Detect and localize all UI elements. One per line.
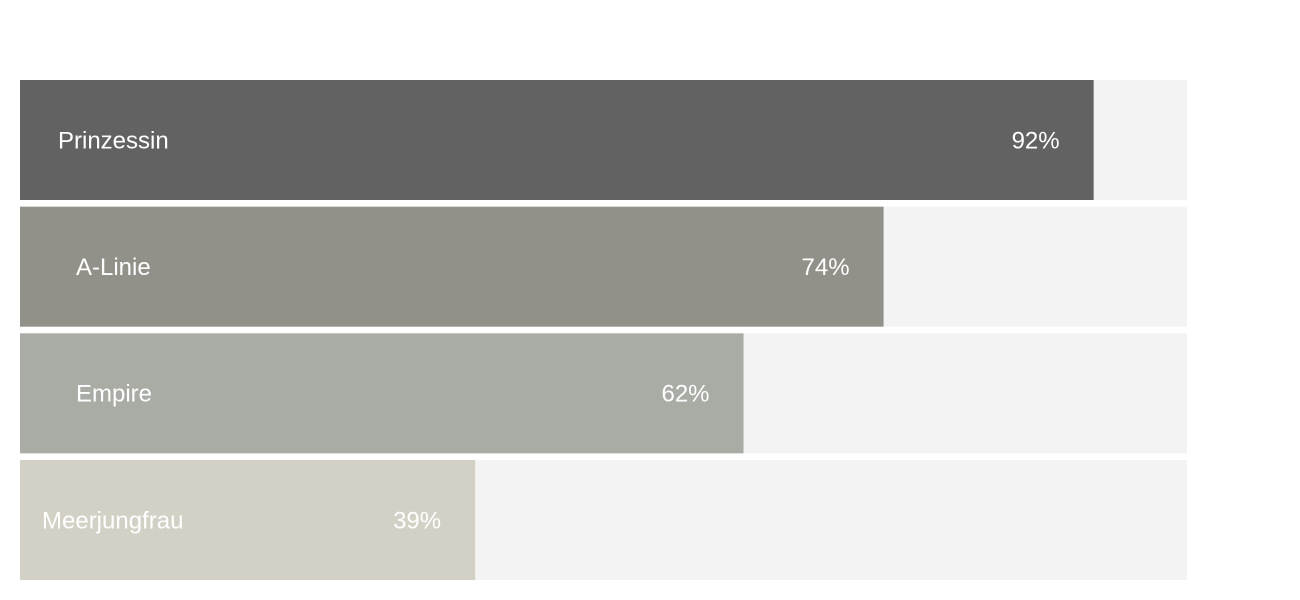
bar-category-label: Meerjungfrau [42, 507, 183, 534]
bar-value-label: 92% [1012, 127, 1060, 154]
bar [20, 333, 744, 454]
bar-category-label: A-Linie [76, 254, 151, 281]
bar-value-label: 74% [802, 254, 850, 281]
bar [20, 206, 884, 327]
bar-category-label: Empire [76, 381, 152, 408]
bar-value-label: 39% [393, 507, 441, 534]
bar [20, 460, 476, 581]
bar-category-label: Prinzessin [58, 127, 169, 154]
bar-value-label: 62% [661, 381, 709, 408]
bar [20, 80, 1094, 200]
